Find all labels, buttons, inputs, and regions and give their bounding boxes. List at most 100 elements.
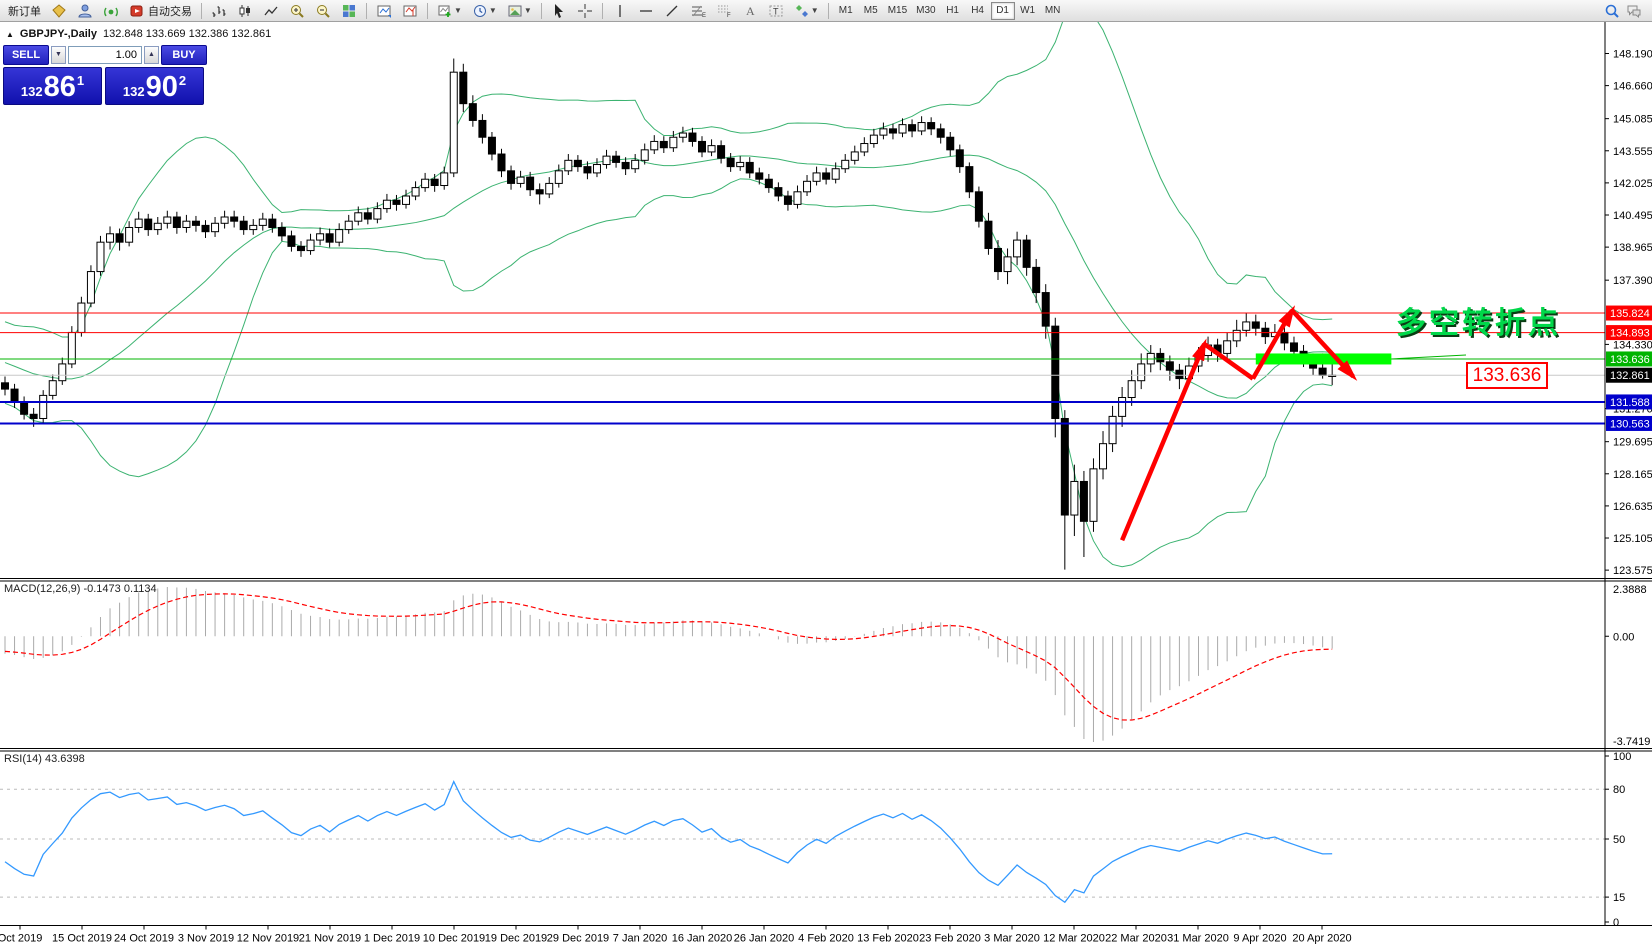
sell-price-box[interactable]: 132 86 1 <box>3 67 102 105</box>
trendline-tool[interactable] <box>660 1 684 21</box>
svg-text:9 Apr 2020: 9 Apr 2020 <box>1233 933 1286 945</box>
svg-text:13 Feb 2020: 13 Feb 2020 <box>857 933 919 945</box>
toolbar-separator <box>201 2 202 19</box>
volume-input[interactable] <box>68 45 142 64</box>
zoom-in-icon[interactable] <box>285 1 309 21</box>
timeframe-button-m1[interactable]: M1 <box>838 5 853 16</box>
horizontal-line-tool[interactable] <box>634 1 658 21</box>
gem-icon[interactable] <box>47 1 71 21</box>
volume-decrease-button[interactable]: ▼ <box>51 45 66 64</box>
svg-text:16 Jan 2020: 16 Jan 2020 <box>672 933 733 945</box>
cursor-tool-button[interactable] <box>547 1 571 21</box>
candles <box>1 58 1337 570</box>
svg-text:21 Nov 2019: 21 Nov 2019 <box>299 933 361 945</box>
svg-text:-3.7419: -3.7419 <box>1613 736 1650 748</box>
volume-increase-button[interactable]: ▲ <box>144 45 159 64</box>
svg-text:123.575: 123.575 <box>1613 565 1652 577</box>
rsi-label: RSI(14) 43.6398 <box>4 753 85 765</box>
svg-text:129.695: 129.695 <box>1613 437 1652 449</box>
chart-window[interactable]: 148.190 146.660 145.085 143.555 142.025 140.4… <box>0 22 1652 947</box>
svg-text:F: F <box>727 13 731 19</box>
toolbar-separator <box>427 2 428 19</box>
dropdown-caret-icon: ▼ <box>454 6 462 15</box>
svg-text:126.635: 126.635 <box>1613 501 1652 513</box>
ohlc-readout: 132.848 133.669 132.386 132.861 <box>102 28 272 40</box>
svg-text:142.025: 142.025 <box>1613 178 1652 190</box>
svg-text:2.3888: 2.3888 <box>1613 584 1647 596</box>
add-indicator-button[interactable]: ▼ <box>433 1 466 21</box>
fibonacci-tool[interactable]: E <box>686 1 710 21</box>
symbol-period-label: GBPJPY-,Daily <box>19 28 97 40</box>
shapes-tool[interactable]: ▼ <box>790 1 823 21</box>
new-order-label: 新订单 <box>8 5 41 18</box>
timeframe-button-h1[interactable]: H1 <box>946 5 959 16</box>
toolbar-separator <box>827 2 829 19</box>
template-button[interactable]: ▼ <box>503 1 536 21</box>
svg-text:15: 15 <box>1613 892 1625 904</box>
svg-text:128.165: 128.165 <box>1613 469 1652 481</box>
line-chart-icon[interactable] <box>259 1 283 21</box>
dropdown-caret-icon: ▼ <box>810 6 819 15</box>
svg-text:29 Dec 2019: 29 Dec 2019 <box>547 933 609 945</box>
crosshair-tool-button[interactable] <box>573 1 597 21</box>
crosshair-icon <box>577 3 592 18</box>
svg-text:50: 50 <box>1613 834 1625 846</box>
svg-text:3 Mar 2020: 3 Mar 2020 <box>984 933 1040 945</box>
chart-canvas[interactable]: 148.190 146.660 145.085 143.555 142.025 140.4… <box>0 22 1652 947</box>
auto-trading-icon <box>130 5 143 16</box>
timeframe-button-mn[interactable]: MN <box>1044 5 1061 16</box>
svg-text:135.824: 135.824 <box>1610 308 1650 320</box>
svg-text:A: A <box>746 4 755 18</box>
buy-price-box[interactable]: 132 90 2 <box>105 67 204 105</box>
timeframe-button-m5[interactable]: M5 <box>863 5 878 16</box>
svg-text:19 Dec 2019: 19 Dec 2019 <box>485 933 547 945</box>
text-label-tool[interactable]: T <box>764 1 788 21</box>
svg-text:12 Nov 2019: 12 Nov 2019 <box>237 933 299 945</box>
svg-text:7 Jan 2020: 7 Jan 2020 <box>613 933 667 945</box>
trend-arrows <box>1120 305 1358 542</box>
arrange-vertical-icon[interactable] <box>398 1 422 21</box>
candlestick-chart-icon[interactable] <box>233 1 257 21</box>
highlight-bar <box>1255 353 1467 365</box>
svg-text:134.330: 134.330 <box>1613 339 1652 351</box>
svg-text:1 Dec 2019: 1 Dec 2019 <box>364 933 420 945</box>
timeframe-button-d1[interactable]: D1 <box>990 1 1015 20</box>
macd-label: MACD(12,26,9) -0.1473 0.1134 <box>4 583 157 595</box>
profile-icon[interactable] <box>73 1 97 21</box>
cursor-icon <box>554 3 563 18</box>
signal-icon[interactable] <box>99 1 123 21</box>
zoom-out-icon[interactable] <box>311 1 335 21</box>
period-clock-button[interactable]: ▼ <box>468 1 501 21</box>
sell-price-big: 86 <box>43 71 76 103</box>
search-icon[interactable] <box>1604 3 1620 19</box>
dropdown-caret-icon: ▼ <box>488 6 497 15</box>
sell-button[interactable]: SELL <box>3 44 49 65</box>
new-order-button[interactable]: 新订单 <box>4 1 45 21</box>
price-box-annotation[interactable]: 133.636 <box>1466 362 1548 389</box>
buy-button[interactable]: BUY <box>161 44 207 65</box>
svg-text:132.861: 132.861 <box>1610 370 1650 382</box>
gem-icon-shape <box>52 3 66 18</box>
timeframe-button-m15[interactable]: M15 <box>887 5 908 16</box>
svg-text:131.588: 131.588 <box>1610 397 1650 409</box>
svg-text:125.105: 125.105 <box>1613 533 1652 545</box>
vertical-line-tool[interactable] <box>608 1 632 21</box>
arrange-charts-icon[interactable] <box>372 1 396 21</box>
timeframe-button-h4[interactable]: H4 <box>971 5 984 16</box>
svg-text:20 Apr 2020: 20 Apr 2020 <box>1292 933 1351 945</box>
bar-chart-icon[interactable] <box>207 1 231 21</box>
symbol-marker-icon: ▲ <box>6 29 14 39</box>
turning-point-annotation[interactable]: 多空转折点 <box>1396 307 1561 340</box>
timeframe-button-w1[interactable]: W1 <box>1020 5 1036 16</box>
chat-icon[interactable] <box>1626 3 1642 19</box>
tile-windows-icon[interactable] <box>337 1 361 21</box>
fibo-fan-tool[interactable]: F <box>712 1 736 21</box>
auto-trading-button[interactable]: 自动交易 <box>125 1 196 21</box>
one-click-trade-panel: SELL ▼ ▲ BUY 132 86 1 132 90 2 <box>3 44 207 105</box>
toolbar-separator <box>601 2 603 19</box>
text-tool[interactable]: A <box>738 1 762 21</box>
timeframe-button-m30[interactable]: M30 <box>916 5 936 16</box>
price-axis: 148.190 146.660 145.085 143.555 142.025 140.4… <box>1605 48 1652 577</box>
svg-text:3 Nov 2019: 3 Nov 2019 <box>178 933 234 945</box>
svg-text:24 Oct 2019: 24 Oct 2019 <box>114 933 174 945</box>
